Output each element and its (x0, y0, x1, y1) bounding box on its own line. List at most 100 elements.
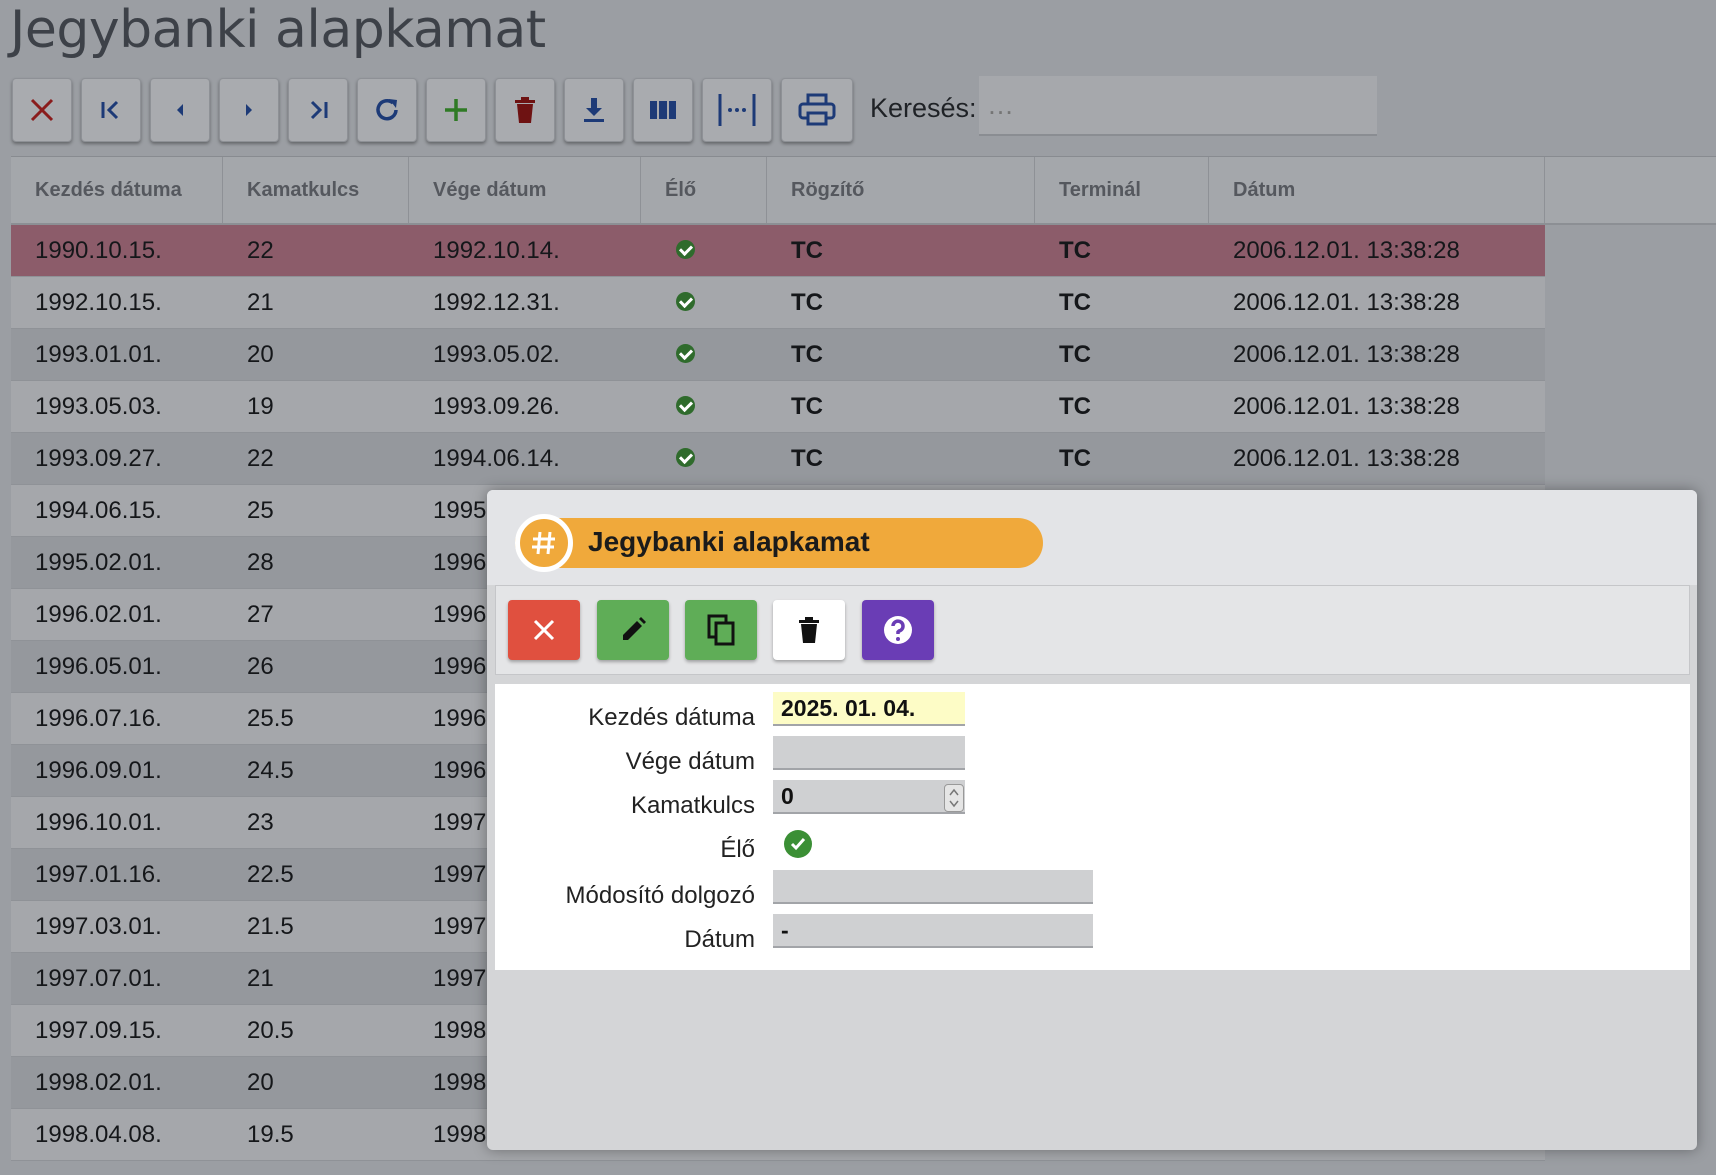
column-header-live[interactable]: Élő (641, 157, 767, 223)
page-title: Jegybanki alapkamat (10, 0, 546, 60)
dialog-copy-button[interactable] (685, 600, 757, 660)
column-header-terminal[interactable]: Terminál (1035, 157, 1209, 223)
hash-icon (515, 514, 573, 572)
next-button[interactable] (219, 78, 279, 142)
cell-text: 1995.02.01. (35, 549, 162, 576)
start-date-field[interactable] (773, 692, 965, 726)
cell-text: TC (1059, 341, 1091, 368)
search-label: Keresés: (870, 93, 977, 123)
dialog-help-button[interactable] (862, 600, 934, 660)
modifier-field[interactable] (773, 870, 1093, 904)
table-row[interactable]: 1993.01.01. 20 1993.05.02. TC TC 2006.12.01. … (11, 329, 1545, 381)
cell-end-date: 1997 (409, 797, 641, 848)
cell-end-date: 1998 (409, 1109, 641, 1160)
check-circle-icon (676, 396, 695, 416)
refresh-icon (376, 98, 398, 121)
cell-text: 20 (247, 341, 274, 368)
cell-text: 1993.01.01. (35, 341, 162, 368)
cell-text: TC (791, 289, 823, 316)
table-row[interactable]: 1992.10.15. 21 1992.12.31. TC TC 2006.12.01. … (11, 277, 1545, 329)
cell-recorder: TC (767, 225, 1035, 276)
search-input[interactable] (979, 76, 1377, 136)
cell-rate: 23 (223, 797, 409, 848)
last-page-icon (310, 100, 328, 120)
cell-start-date: 1992.10.15. (11, 277, 223, 328)
first-page-button[interactable] (81, 78, 141, 142)
download-icon (584, 98, 604, 122)
table-row[interactable]: 1993.09.27. 22 1994.06.14. TC TC 2006.12.01. … (11, 433, 1545, 485)
cell-text: 1992.12.31. (433, 289, 560, 316)
cell-date: 2006.12.01. 13:38:28 (1209, 225, 1545, 276)
cell-text: 1996 (433, 601, 487, 628)
rate-label: Kamatkulcs (630, 792, 755, 819)
fit-width-button[interactable] (702, 78, 772, 142)
dialog-close-button[interactable] (508, 600, 580, 660)
cell-rate: 21 (223, 953, 409, 1004)
print-button[interactable] (781, 78, 853, 142)
column-header-date[interactable]: Dátum (1209, 157, 1545, 223)
cell-text: 1996.05.01. (35, 653, 162, 680)
column-header-start-date[interactable]: Kezdés dátuma (11, 157, 223, 223)
cell-start-date: 1997.01.16. (11, 849, 223, 900)
cell-end-date: 1997 (409, 849, 641, 900)
cell-text: 2006.12.01. 13:38:28 (1233, 237, 1460, 264)
cell-terminal: TC (1035, 277, 1209, 328)
close-button[interactable] (12, 78, 72, 142)
live-checkbox[interactable] (784, 830, 812, 858)
cell-text: 1996.10.01. (35, 809, 162, 836)
check-icon (790, 838, 806, 851)
column-header-recorder[interactable]: Rögzítő (767, 157, 1035, 223)
cell-text: 19 (247, 393, 274, 420)
cell-text: 1992.10.14. (433, 237, 560, 264)
last-page-button[interactable] (288, 78, 348, 142)
end-date-label: Vége dátum (625, 748, 755, 775)
cell-rate: 25.5 (223, 693, 409, 744)
cell-text: 1992.10.15. (35, 289, 162, 316)
rate-stepper[interactable] (773, 780, 965, 814)
cell-text: 1993.05.02. (433, 341, 560, 368)
cell-live (641, 381, 767, 432)
cell-end-date: 1996 (409, 693, 641, 744)
cell-start-date: 1993.05.03. (11, 381, 223, 432)
chevron-left-icon (177, 104, 183, 116)
delete-button[interactable] (495, 78, 555, 142)
columns-button[interactable] (633, 78, 693, 142)
cell-start-date: 1996.10.01. (11, 797, 223, 848)
cell-text: 25 (247, 497, 274, 524)
cell-recorder: TC (767, 433, 1035, 484)
cell-live (641, 225, 767, 276)
dialog-edit-button[interactable] (597, 600, 669, 660)
cell-text: TC (1059, 289, 1091, 316)
dialog-header: Jegybanki alapkamat (487, 490, 1697, 585)
cell-end-date: 1996 (409, 537, 641, 588)
add-button[interactable] (426, 78, 486, 142)
prev-button[interactable] (150, 78, 210, 142)
download-button[interactable] (564, 78, 624, 142)
cell-text: 1997.07.01. (35, 965, 162, 992)
check-circle-icon (676, 344, 695, 364)
cell-text: 1990.10.15. (35, 237, 162, 264)
end-date-field[interactable] (773, 736, 965, 770)
dialog-delete-button[interactable] (773, 600, 845, 660)
cell-start-date: 1994.06.15. (11, 485, 223, 536)
table-row[interactable]: 1993.05.03. 19 1993.09.26. TC TC 2006.12.01. … (11, 381, 1545, 433)
column-header-rate[interactable]: Kamatkulcs (223, 157, 409, 223)
refresh-button[interactable] (357, 78, 417, 142)
print-icon (798, 93, 836, 126)
cell-text: 1993.05.03. (35, 393, 162, 420)
live-label: Élő (720, 836, 755, 863)
cell-terminal: TC (1035, 381, 1209, 432)
date-field[interactable] (773, 914, 1093, 948)
cell-terminal: TC (1035, 433, 1209, 484)
cell-text: 1997 (433, 965, 487, 992)
cell-terminal: TC (1035, 329, 1209, 380)
cell-text: 1998.04.08. (35, 1121, 162, 1148)
rate-stepper-arrows[interactable] (944, 784, 964, 812)
cell-date: 2006.12.01. 13:38:28 (1209, 381, 1545, 432)
table-row[interactable]: 1990.10.15. 22 1992.10.14. TC TC 2006.12.01. … (11, 225, 1545, 277)
column-header-end-date[interactable]: Vége dátum (409, 157, 641, 223)
cell-end-date: 1996 (409, 745, 641, 796)
stepper-arrows-icon (949, 788, 959, 808)
help-icon (884, 616, 912, 644)
cell-text: 2006.12.01. 13:38:28 (1233, 341, 1460, 368)
